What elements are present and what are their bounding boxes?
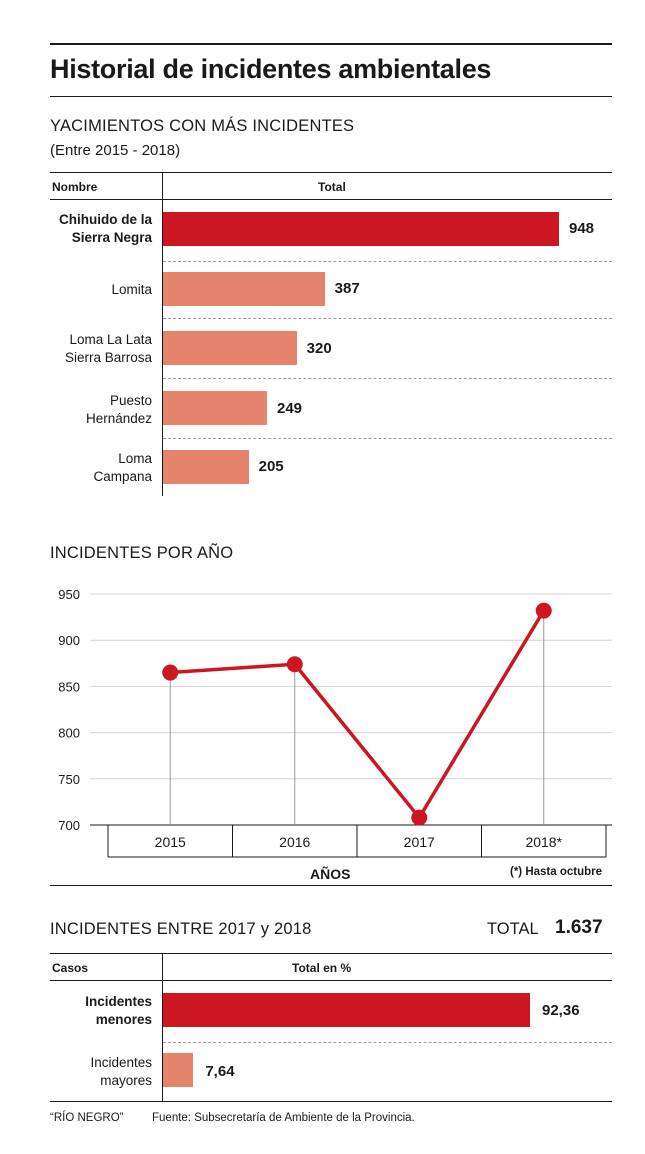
y-tick-label: 900 bbox=[58, 633, 80, 648]
footer-source-text: Fuente: Subsecretaría de Ambiente de la … bbox=[152, 1112, 415, 1124]
list-item-name: Loma La Lata Sierra Barrosa bbox=[50, 331, 152, 367]
section1-axis-line bbox=[162, 172, 163, 496]
list-item-name-line1: Loma La Lata bbox=[69, 332, 152, 347]
list-item-name-line2: Hernández bbox=[85, 411, 152, 426]
footer-rule bbox=[50, 1101, 612, 1102]
section1-header-top-rule bbox=[50, 172, 612, 173]
section1-subheading: (Entre 2015 - 2018) bbox=[50, 142, 181, 159]
row-divider bbox=[163, 318, 612, 319]
list-item-name-line1: Lomita bbox=[111, 282, 152, 297]
x-tick-label: 2016 bbox=[279, 834, 310, 850]
bar-value-label: 320 bbox=[306, 340, 332, 357]
list-item-name: Loma Campana bbox=[50, 450, 152, 486]
section3-heading: INCIDENTES ENTRE 2017 y 2018 bbox=[50, 920, 312, 938]
row-divider bbox=[163, 378, 612, 379]
list-item-name: Incidentes mayores bbox=[50, 1054, 152, 1090]
y-tick-label: 950 bbox=[58, 587, 80, 602]
y-tick-label: 800 bbox=[58, 726, 80, 741]
page-title: Historial de incidentes ambientales bbox=[50, 54, 492, 84]
y-tick-label: 850 bbox=[58, 679, 80, 694]
list-item-name-line2: mayores bbox=[100, 1073, 152, 1088]
footer-source-tag: “RÍO NEGRO” bbox=[50, 1112, 124, 1124]
list-item-name-line1: Incidentes bbox=[85, 994, 152, 1009]
list-item-name-line1: Loma bbox=[118, 451, 152, 466]
x-tick-label: 2018* bbox=[525, 834, 562, 850]
list-item-name-line2: Campana bbox=[93, 469, 152, 484]
y-tick-label: 750 bbox=[58, 772, 80, 787]
list-item-name: Incidentes menores bbox=[50, 993, 152, 1029]
section1-heading: YACIMIENTOS CON MÁS INCIDENTES bbox=[50, 117, 355, 135]
total-value: 1.637 bbox=[555, 917, 603, 938]
section3-col-total: Total en % bbox=[292, 961, 352, 975]
bar-loma-la-lata bbox=[163, 331, 297, 365]
bar-value-label: 249 bbox=[277, 400, 303, 417]
section1-col-name: Nombre bbox=[52, 180, 98, 194]
list-item-name-line1: Incidentes bbox=[90, 1055, 152, 1070]
section3-header-top-rule bbox=[50, 953, 612, 954]
section3-col-name: Casos bbox=[52, 961, 89, 975]
y-tick-label: 700 bbox=[58, 818, 80, 833]
bar-loma-campana bbox=[163, 450, 249, 484]
list-item-name-line2: Sierra Barrosa bbox=[64, 350, 152, 365]
list-item-name-line2: Sierra Negra bbox=[71, 230, 152, 245]
chart-footnote: (*) Hasta octubre bbox=[510, 866, 603, 878]
series-line bbox=[170, 609, 546, 820]
bar-lomita bbox=[163, 272, 325, 306]
x-tick-label: 2015 bbox=[155, 834, 186, 850]
bar-puesto-hernandez bbox=[163, 391, 267, 425]
list-item-name-line1: Chihuido de la bbox=[59, 212, 152, 227]
list-item-name: Puesto Hernández bbox=[50, 392, 152, 428]
bar-value-label: 948 bbox=[569, 220, 595, 237]
data-point bbox=[162, 664, 179, 681]
list-item-name-line2: menores bbox=[95, 1012, 152, 1027]
row-divider bbox=[163, 1042, 612, 1043]
total-label: TOTAL bbox=[487, 920, 539, 938]
bar-incidentes-menores bbox=[163, 993, 530, 1027]
section3-axis-line bbox=[162, 953, 163, 1101]
x-axis-title: AÑOS bbox=[310, 866, 351, 882]
list-item-name: Chihuido de la Sierra Negra bbox=[50, 211, 152, 247]
row-divider bbox=[163, 438, 612, 439]
row-divider bbox=[163, 261, 612, 262]
bar-chihuido bbox=[163, 212, 559, 246]
data-point bbox=[411, 809, 428, 826]
data-point bbox=[535, 602, 552, 619]
section1-col-total: Total bbox=[318, 180, 346, 194]
title-rule bbox=[50, 96, 612, 97]
bar-incidentes-mayores bbox=[163, 1053, 194, 1087]
section3-header-bottom-rule bbox=[50, 980, 612, 981]
bar-value-label: 387 bbox=[334, 280, 360, 297]
x-tick-label: 2017 bbox=[404, 834, 435, 850]
section2-heading: INCIDENTES POR AÑO bbox=[50, 544, 234, 562]
list-item-name-line1: Puesto bbox=[109, 393, 152, 408]
section1-header-bottom-rule bbox=[50, 199, 612, 200]
chart-bottom-rule bbox=[50, 885, 612, 886]
data-point bbox=[286, 656, 303, 673]
bar-value-label: 205 bbox=[258, 458, 284, 475]
bar-value-label: 92,36 bbox=[542, 1002, 580, 1019]
line-chart: 700 750 800 850 900 950 2015 2016 2017 2018* bbox=[58, 587, 612, 858]
top-rule bbox=[50, 43, 612, 45]
list-item-name: Lomita bbox=[50, 281, 152, 299]
bar-value-label: 7,64 bbox=[205, 1063, 235, 1080]
